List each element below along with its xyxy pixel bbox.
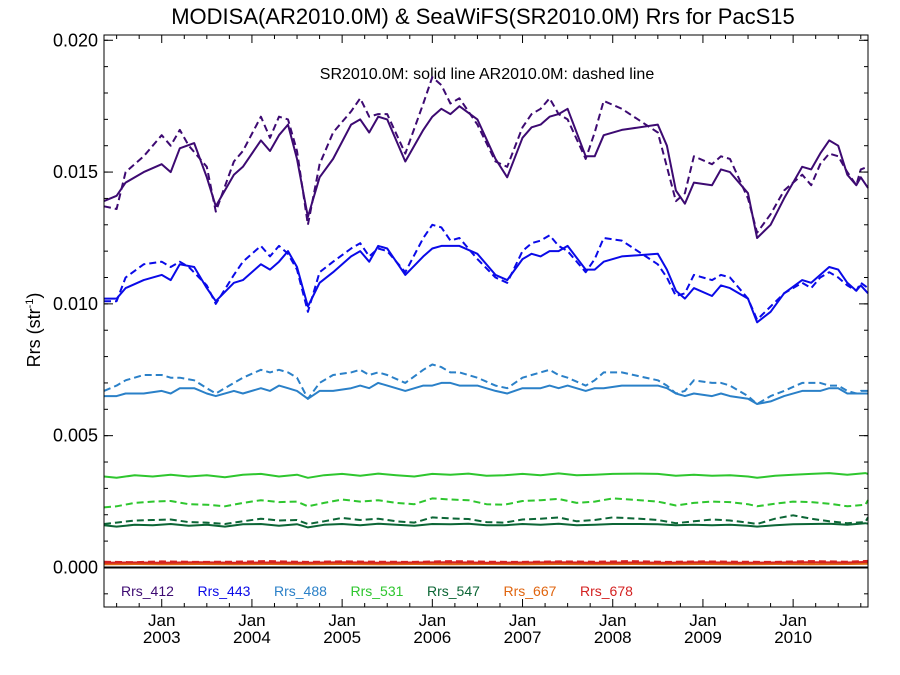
series-line-rrs-412-dashed: [103, 76, 869, 234]
legend: Rrs_412 Rrs_443 Rrs_488 Rrs_531 Rrs_547 Rrs_6…: [121, 583, 633, 599]
axes: 0.0000.0050.0100.0150.020Jan2003Jan2004J…: [53, 30, 868, 647]
x-tick-label-month: Jan: [328, 611, 355, 630]
y-axis-label-close: ): [24, 293, 44, 299]
series-line-rrs-547-solid: [103, 522, 869, 529]
series-line-rrs-531-dashed: [103, 497, 869, 509]
legend-label-rrs-678: Rrs_678: [580, 583, 633, 599]
x-tick-label-year: 2006: [413, 628, 451, 647]
y-tick-label: 0.005: [53, 426, 98, 446]
y-axis-label: Rrs (str-1): [24, 293, 44, 368]
legend-label-rrs-412: Rrs_412: [121, 583, 174, 599]
series-line-rrs-443-solid: [104, 244, 869, 324]
x-tick-label-year: 2004: [233, 628, 271, 647]
y-tick-label: 0.015: [53, 162, 98, 182]
plot-frame: [103, 34, 869, 608]
x-tick-label-month: Jan: [509, 611, 536, 630]
legend-label-rrs-531: Rrs_531: [351, 583, 404, 599]
series-line-rrs-488-dashed: [103, 363, 868, 405]
series-line-rrs-531-solid: [103, 472, 869, 479]
series-line-rrs-667-solid: [103, 562, 869, 566]
series-line-rrs-488-solid: [104, 381, 868, 405]
y-axis-label-superscript: -1: [24, 299, 36, 309]
y-tick-label: 0.010: [53, 294, 98, 314]
legend-label-rrs-488: Rrs_488: [274, 583, 327, 599]
series-line-rrs-412-solid: [103, 105, 869, 239]
x-tick-label-month: Jan: [599, 611, 626, 630]
x-tick-label-month: Jan: [148, 611, 175, 630]
series-line-rrs-443-dashed: [104, 223, 869, 321]
legend-label-rrs-547: Rrs_547: [427, 583, 480, 599]
x-tick-label-month: Jan: [238, 611, 265, 630]
chart-title: MODISA(AR2010.0M) & SeaWiFS(SR2010.0M) R…: [171, 4, 795, 29]
x-tick-label-year: 2003: [143, 628, 181, 647]
series-line-rrs-547-dashed: [103, 514, 869, 525]
line-style-annotation: SR2010.0M: solid line AR2010.0M: dashed …: [320, 66, 655, 83]
legend-label-rrs-667: Rrs_667: [504, 583, 557, 599]
x-tick-label-year: 2005: [323, 628, 361, 647]
y-axis-label-text: Rrs (str: [24, 308, 44, 367]
y-tick-label: 0.000: [53, 557, 98, 577]
x-tick-label-year: 2010: [774, 628, 812, 647]
y-tick-label: 0.020: [53, 30, 98, 50]
x-tick-label-year: 2009: [684, 628, 722, 647]
legend-label-rrs-443: Rrs_443: [198, 583, 251, 599]
x-tick-label-month: Jan: [779, 611, 806, 630]
plot-area: [103, 76, 869, 569]
x-tick-label-month: Jan: [689, 611, 716, 630]
x-tick-label-month: Jan: [419, 611, 446, 630]
x-tick-label-year: 2007: [504, 628, 542, 647]
x-tick-label-year: 2008: [594, 628, 632, 647]
series-line-rrs-678-solid: [103, 560, 869, 564]
